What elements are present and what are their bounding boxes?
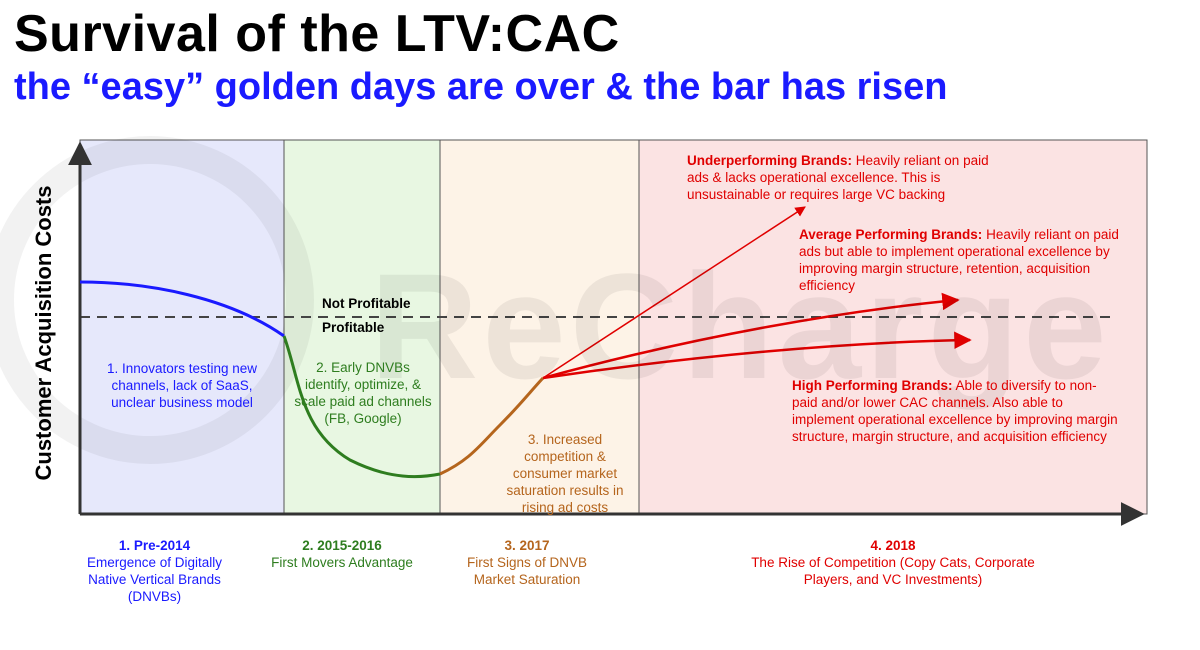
period-description: The Rise of Competition (Copy Cats, Corp… <box>751 555 1035 587</box>
period-label-pre-2014: 1. Pre-2014 Emergence of Digitally Nativ… <box>72 537 237 605</box>
cac-curve-2015-2016 <box>282 335 441 479</box>
region-pre-2014-text: 1. Innovators testing new channels, lack… <box>106 361 258 410</box>
high-performing-annotation: High Performing Brands: Able to diversif… <box>792 377 1122 445</box>
region-2017-text: 3. Increased competition & consumer mark… <box>506 432 624 515</box>
period-description: First Signs of DNVB Market Saturation <box>466 555 588 587</box>
chart-title: Survival of the LTV:CAC <box>14 5 620 63</box>
annotation-heading: High Performing Brands: <box>792 378 953 393</box>
period-title: 4. 2018 <box>870 538 916 553</box>
cac-curve-pre-2014 <box>79 280 285 338</box>
watermark-text: ReCharge <box>370 242 1111 410</box>
profitable-label: Profitable <box>322 320 385 335</box>
underperforming-arrow <box>542 206 806 379</box>
region-2018 <box>638 139 1148 515</box>
annotation-text: Heavily reliant on paid ads but able to … <box>799 227 1119 293</box>
underperforming-annotation: Underperforming Brands: Heavily reliant … <box>687 152 1005 203</box>
period-description: First Movers Advantage <box>271 555 413 570</box>
annotation-heading: Average Performing Brands: <box>799 227 983 242</box>
region-2015-2016-text: 2. Early DNVBs identify, optimize, & sca… <box>294 360 432 426</box>
annotation-text: Heavily reliant on paid ads & lacks oper… <box>687 153 989 202</box>
high-performing-arrow <box>542 331 972 380</box>
period-label-2015-2016: 2. 2015-2016 First Movers Advantage <box>252 537 432 571</box>
annotation-heading: Underperforming Brands: <box>687 153 853 168</box>
period-title: 3. 2017 <box>504 538 550 553</box>
period-title: 2. 2015-2016 <box>302 538 382 553</box>
period-title: 1. Pre-2014 <box>118 538 191 553</box>
period-label-2017: 3. 2017 First Signs of DNVB Market Satur… <box>452 537 602 588</box>
cac-curve-2017 <box>439 376 545 476</box>
period-description: Emergence of Digitally Native Vertical B… <box>86 555 223 604</box>
average-performing-annotation: Average Performing Brands: Heavily relia… <box>799 226 1129 294</box>
annotation-text: Able to diversify to non-paid and/or low… <box>792 378 1118 444</box>
period-label-2018: 4. 2018 The Rise of Competition (Copy Ca… <box>748 537 1038 588</box>
chart-subtitle: the “easy” golden days are over & the ba… <box>14 66 948 108</box>
y-axis-label: Customer Acquisition Costs <box>31 185 56 481</box>
average-performing-arrow <box>542 292 960 380</box>
not-profitable-label: Not Profitable <box>322 296 411 311</box>
watermark-logo-icon <box>0 136 314 464</box>
region-pre-2014 <box>79 139 285 515</box>
